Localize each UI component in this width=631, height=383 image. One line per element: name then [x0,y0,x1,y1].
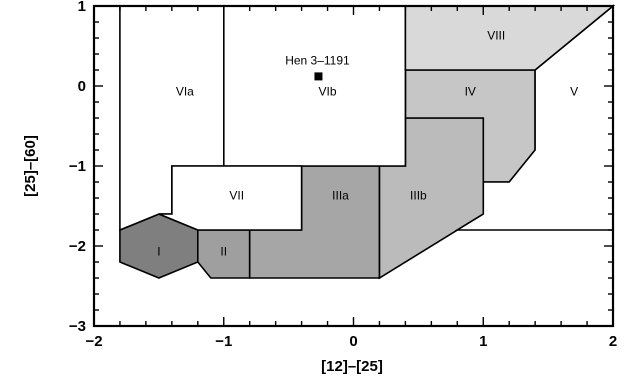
x-tick-label: −2 [85,333,102,350]
region-label-i: I [157,245,160,259]
y-axis-label: [25]–[60] [22,135,39,197]
x-tick-label: 2 [609,333,617,350]
y-tick-label: 0 [78,78,86,95]
y-tick-label: 1 [78,0,86,15]
y-tick-label: −2 [69,238,86,255]
region-label-iiia: IIIa [332,189,349,203]
x-tick-label: −1 [215,333,232,350]
region-label-iv: IV [465,85,476,99]
y-tick-label: −1 [69,158,86,175]
y-tick-label: −3 [69,318,86,335]
region-label-vib: VIb [319,85,337,99]
region-vii [158,165,303,231]
axis-ticks: −2 −1 0 1 2−3−2−101 [69,0,617,350]
region-label-viii: VIII [487,29,505,43]
data-point-label: Hen 3–1191 [285,53,350,67]
x-axis-label: [12]–[25] [321,358,383,375]
regions-layer [119,4,616,280]
region-label-via: VIa [176,85,194,99]
region-label-ii: II [220,245,227,259]
region-label-iiib: IIIb [410,189,427,203]
x-tick-label: 1 [479,333,487,350]
data-point-marker [314,72,323,81]
data-points: Hen 3–1191 [285,53,350,81]
region-vib [223,5,407,167]
region-label-v: V [570,85,578,99]
x-tick-label: 0 [349,333,357,350]
region-label-vii: VII [229,189,244,203]
